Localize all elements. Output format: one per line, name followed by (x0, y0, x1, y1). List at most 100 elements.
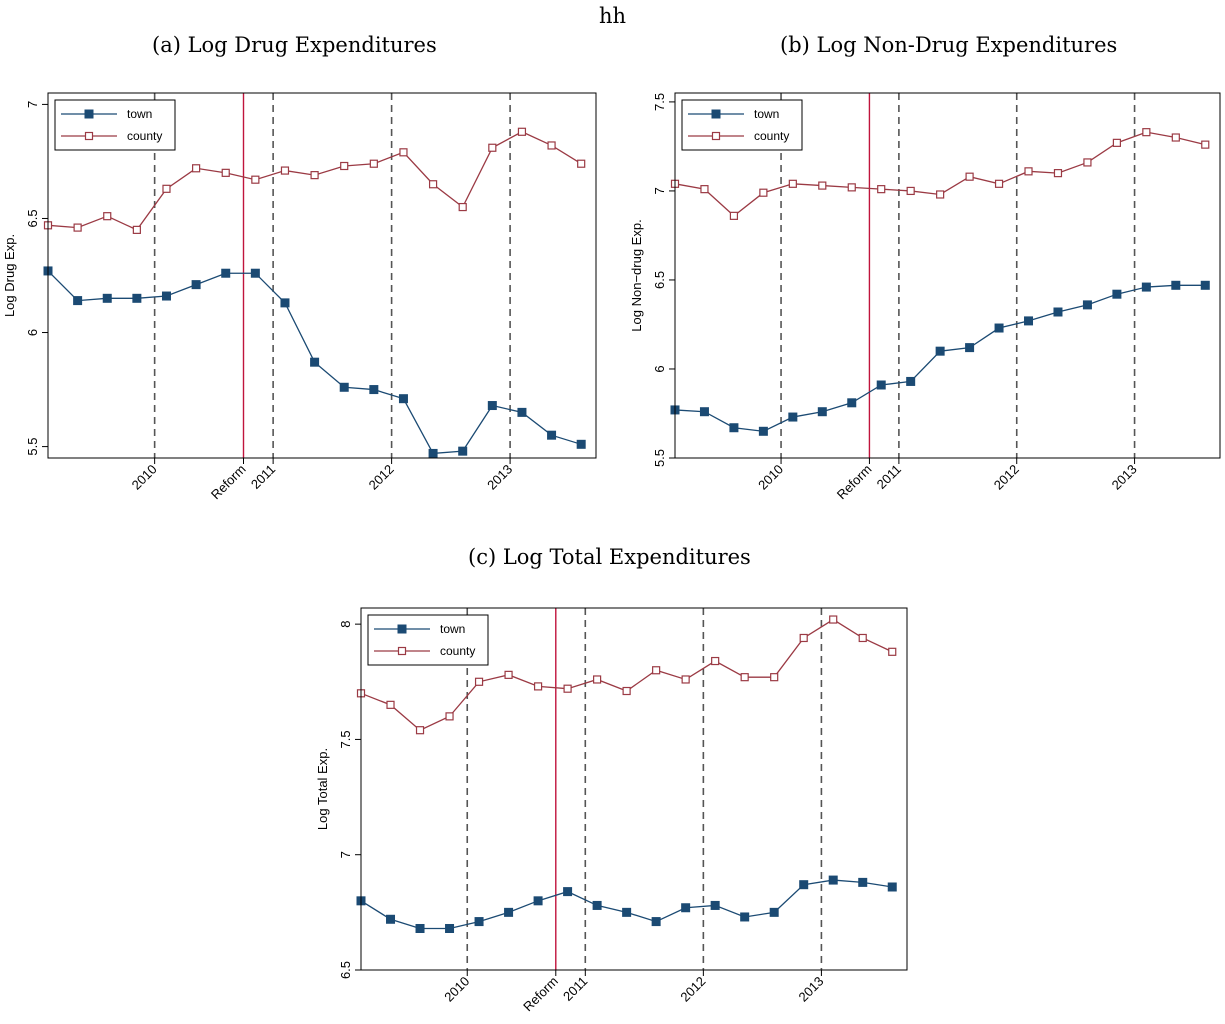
chart-b-xtick-label-Reform: Reform (834, 462, 875, 503)
chart-c-legend-marker-town (397, 624, 407, 634)
chart-c-town-point (858, 877, 868, 887)
chart-b-town-point (1112, 289, 1122, 299)
chart-b-xtick-label-2010: 2010 (755, 462, 786, 493)
chart-b-county-point (1142, 128, 1151, 137)
chart-c-town-point (681, 903, 691, 913)
chart-a-legend-label-town: town (127, 107, 152, 121)
chart-c-town-point (799, 880, 809, 890)
chart-a-ytick-label: 6.5 (25, 209, 40, 227)
chart-a-legend-marker-town (84, 109, 94, 119)
chart-c: 6.5 7 7.5 8 Log Total Exp. 2010 Reform 2011 2012… (315, 607, 908, 1015)
chart-a-caption: (a) Log Drug Expenditures (152, 33, 437, 57)
chart-c-county-point (829, 615, 838, 624)
chart-c-town-point (474, 917, 484, 927)
chart-b-ytick-label: 7.5 (652, 93, 667, 111)
chart-c-county-point (888, 647, 897, 656)
chart-b-town-point (1141, 282, 1151, 292)
chart-b-county-point (1053, 169, 1063, 178)
chart-c-county-point (770, 673, 779, 682)
chart-c-caption: (c) Log Total Expenditures (468, 545, 751, 569)
chart-c-town-point (769, 907, 779, 917)
chart-a-county-point (221, 168, 230, 177)
chart-c-ytick-label: 7 (338, 851, 353, 858)
chart-c-town-point (533, 896, 543, 906)
chart-a-plot-frame (47, 92, 597, 459)
chart-c-town-point (887, 882, 897, 892)
chart-a-county-point (192, 164, 201, 173)
chart-b-legend-label-town: town (754, 107, 779, 121)
chart-c-y-axis-label: Log Total Exp. (315, 748, 330, 830)
chart-c-town-point (504, 907, 514, 917)
chart-a-county-point (458, 202, 467, 212)
chart-a-legend-marker-county (84, 131, 94, 141)
chart-b-series-town-line (674, 284, 1206, 432)
chart-b-caption: (b) Log Non-Drug Expenditures (780, 33, 1118, 57)
chart-a: 5.5 6 6.5 7 Log Drug Exp. 2010 Reform 2011 2012 2… (2, 92, 597, 503)
chart-a-town-point (339, 382, 349, 392)
chart-c-county-point (740, 673, 749, 682)
chart-a-county-point (488, 143, 497, 152)
chart-b-town-point (935, 346, 945, 356)
chart-b-town-point (965, 343, 975, 353)
chart-b-county-point (1112, 138, 1121, 147)
chart-b-xtick-label-2012: 2012 (991, 462, 1022, 493)
chart-b-town-point (817, 407, 827, 417)
chart-b-ytick-label: 5.5 (652, 449, 667, 467)
chart-c-county-point (593, 675, 602, 684)
chart-a-town-point (547, 430, 557, 440)
chart-b-county-point (818, 181, 827, 190)
chart-a-ytick-label: 6 (25, 329, 40, 336)
chart-c-ytick-label: 8 (338, 621, 353, 628)
chart-b-town-point (699, 407, 709, 417)
chart-c-town-point (828, 875, 838, 885)
chart-b-legend-label-county: county (754, 129, 789, 143)
chart-c-county-point (474, 677, 484, 686)
chart-b-county-point (1024, 167, 1033, 176)
chart-a-county-point (73, 223, 82, 232)
chart-b-legend-marker-county (711, 131, 721, 141)
chart-b-town-point (1171, 280, 1181, 290)
chart-c-plot-frame (360, 607, 908, 971)
chart-a-legend-label-county: county (127, 129, 162, 143)
chart-c-county-point (681, 675, 690, 684)
chart-a-ytick-label: 5.5 (25, 438, 40, 456)
chart-a-town-point (517, 407, 527, 417)
chart-a-county-point (280, 166, 290, 175)
chart-a-county-point (428, 180, 438, 189)
chart-a-county-point (577, 159, 586, 168)
chart-b-county-point (936, 190, 945, 199)
chart-b-xtick-label-2013: 2013 (1109, 462, 1140, 493)
chart-a-xtick-label-Reform: Reform (208, 462, 249, 503)
chart-a-county-point (103, 212, 112, 221)
chart-c-xtick-label-2013: 2013 (795, 974, 826, 1005)
chart-b-legend-marker-town (711, 109, 721, 119)
chart-c-town-point (386, 914, 396, 924)
chart-a-town-point (487, 401, 497, 411)
chart-b-county-point (847, 183, 856, 192)
chart-a-town-point (458, 446, 468, 456)
chart-c-legend-marker-county (397, 646, 407, 656)
chart-a-town-point (398, 394, 408, 404)
chart-a-county-point (251, 175, 260, 184)
chart-c-xtick-label-Reform: Reform (520, 974, 561, 1015)
chart-b-town-point (758, 426, 768, 436)
chart-a-county-point (369, 159, 378, 168)
chart-b-county-point (1201, 140, 1210, 149)
chart-a-county-point (517, 127, 527, 136)
chart-c-ytick-label: 7.5 (338, 730, 353, 748)
chart-a-y-axis-label: Log Drug Exp. (2, 234, 17, 317)
chart-b-county-point (788, 179, 797, 188)
chart-a-town-point (73, 296, 83, 306)
chart-b-county-point (1171, 133, 1180, 142)
chart-c-town-point (740, 912, 750, 922)
chart-b-county-point (906, 186, 915, 196)
chart-c-county-point (622, 686, 631, 696)
chart-b-ytick-label: 6.5 (652, 271, 667, 289)
chart-b-plot-frame (674, 92, 1221, 459)
chart-c-legend-label-town: town (440, 622, 465, 636)
chart-b-town-point (1024, 316, 1034, 326)
chart-c-county-point (445, 712, 454, 721)
chart-b-town-point (729, 423, 739, 433)
chart-c-county-point (504, 670, 513, 679)
chart-b-ytick-label: 6 (652, 365, 667, 372)
